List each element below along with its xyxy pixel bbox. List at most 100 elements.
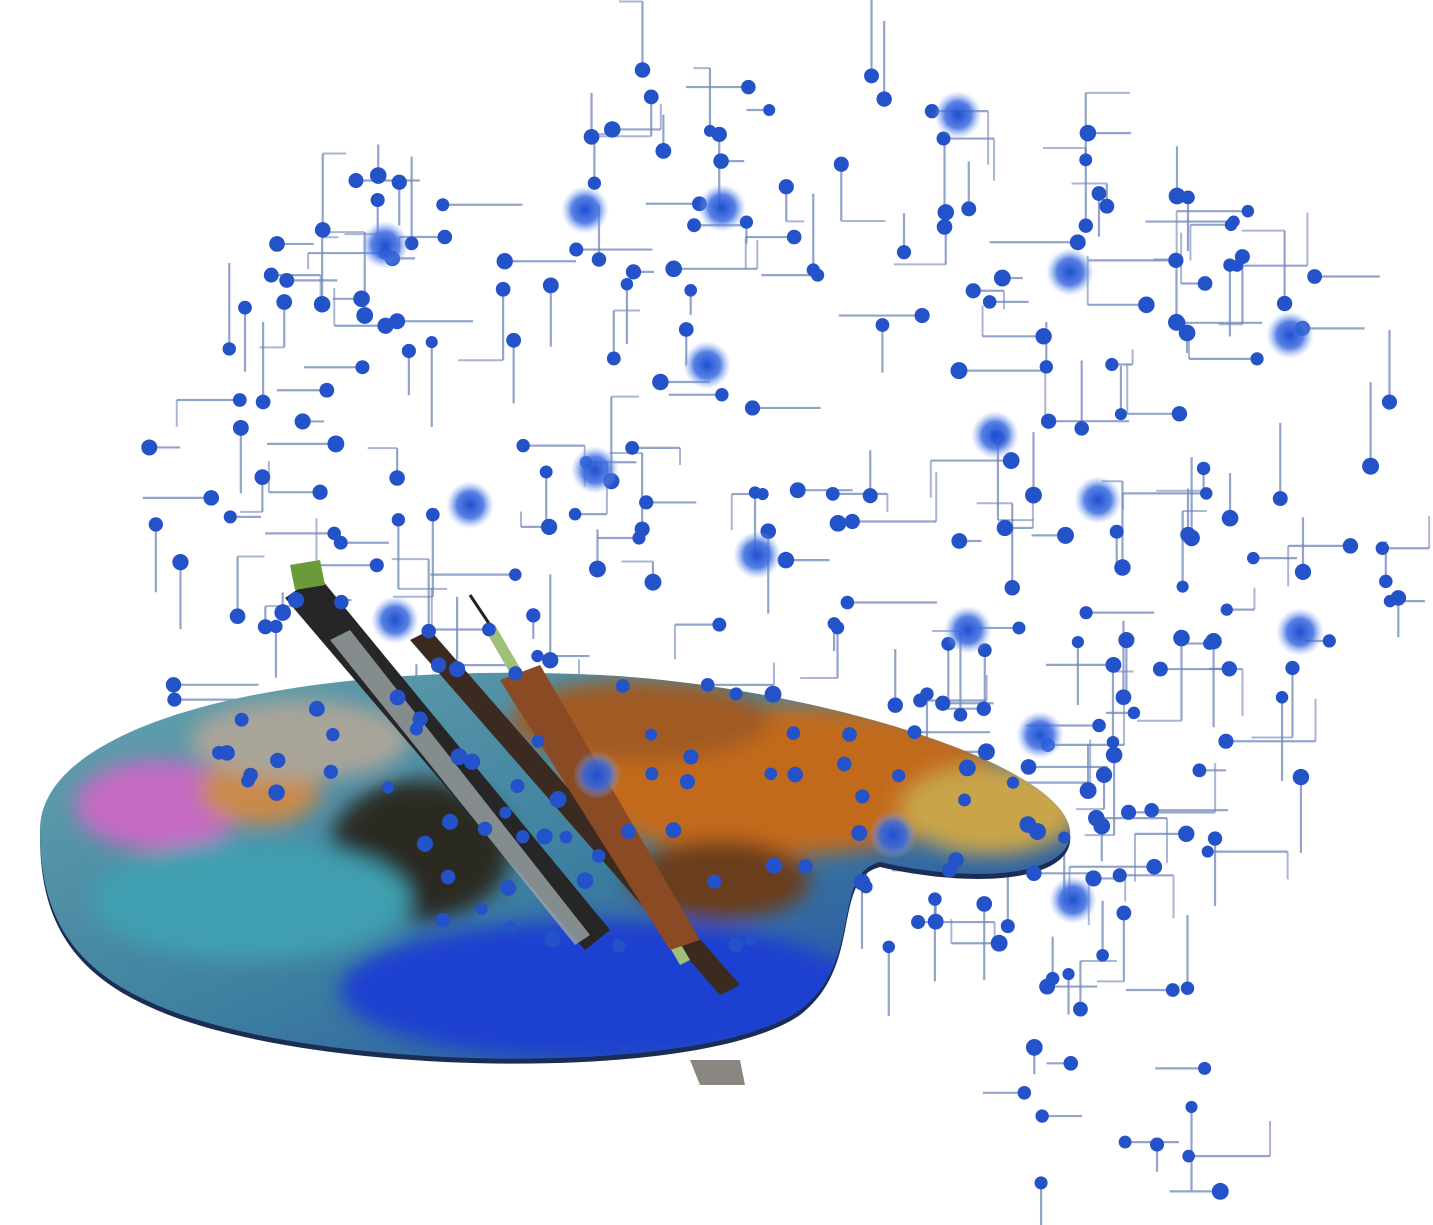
node [314, 222, 331, 238]
hub-node [561, 186, 609, 234]
node [287, 592, 305, 609]
node [482, 622, 496, 637]
node [961, 201, 977, 217]
node [542, 277, 559, 294]
node [391, 513, 406, 527]
node [1168, 313, 1185, 331]
node [1079, 153, 1093, 167]
node [389, 689, 406, 706]
node [1171, 406, 1188, 422]
node [334, 594, 349, 610]
node [620, 277, 634, 291]
node [508, 666, 523, 681]
node [639, 495, 654, 510]
node [369, 167, 387, 184]
node [1000, 919, 1015, 934]
node [148, 517, 163, 532]
node [1045, 971, 1060, 986]
node [789, 482, 806, 499]
node [437, 229, 453, 245]
node [510, 779, 525, 794]
node [764, 767, 778, 781]
node [526, 608, 541, 623]
node [950, 362, 968, 380]
node [495, 281, 511, 297]
node [1176, 580, 1189, 593]
node [1197, 276, 1213, 291]
node [1109, 524, 1124, 539]
node [936, 219, 953, 235]
node [707, 874, 722, 889]
node [859, 880, 873, 894]
node [625, 264, 642, 280]
node [255, 394, 271, 410]
node [1223, 258, 1237, 272]
hub-node [1046, 248, 1094, 296]
node [257, 619, 273, 635]
node [953, 707, 968, 722]
node [913, 693, 928, 708]
hub-node [573, 751, 621, 799]
node [1093, 817, 1111, 835]
node [982, 295, 997, 309]
node [531, 649, 544, 663]
node [684, 283, 698, 297]
node [389, 470, 405, 486]
node [370, 192, 385, 208]
node [1092, 718, 1106, 733]
node [744, 400, 761, 416]
node [1138, 296, 1155, 314]
node [540, 518, 558, 536]
node [712, 617, 727, 632]
node [1026, 865, 1042, 882]
node [1178, 825, 1195, 843]
node [401, 343, 416, 359]
node [1127, 706, 1141, 720]
node [1224, 218, 1238, 232]
node [1272, 491, 1288, 507]
node [632, 531, 646, 545]
node [232, 393, 247, 407]
node [764, 685, 782, 703]
hub-node [571, 446, 619, 494]
node [475, 902, 488, 916]
node [1096, 948, 1109, 962]
node [844, 513, 860, 530]
node [1074, 421, 1089, 436]
node [544, 931, 561, 948]
node [448, 661, 466, 678]
brushes [285, 560, 745, 1085]
node [141, 439, 158, 456]
node [1120, 804, 1137, 820]
node [1095, 766, 1113, 784]
node [1105, 656, 1122, 673]
node [377, 317, 394, 334]
hub-node [934, 91, 982, 139]
hub-node [1049, 876, 1097, 924]
node [1196, 461, 1211, 476]
node [1220, 603, 1233, 616]
node [1168, 252, 1184, 269]
node [583, 129, 600, 145]
node [748, 486, 762, 499]
node [1039, 360, 1053, 374]
node [842, 727, 857, 742]
node [313, 296, 331, 313]
node [1383, 594, 1397, 608]
node [1221, 661, 1237, 677]
node [643, 89, 659, 105]
node [323, 764, 338, 779]
node [951, 533, 968, 549]
paint-teal [90, 840, 410, 960]
node [1203, 637, 1216, 650]
node [615, 679, 630, 693]
node [1105, 746, 1123, 764]
node [1173, 629, 1190, 647]
hub-node [683, 341, 731, 389]
node [1379, 574, 1393, 589]
paint-strokes [75, 680, 1071, 1059]
node [542, 652, 559, 669]
brush-ferrule [330, 630, 590, 945]
node [421, 623, 436, 639]
node [700, 678, 715, 692]
